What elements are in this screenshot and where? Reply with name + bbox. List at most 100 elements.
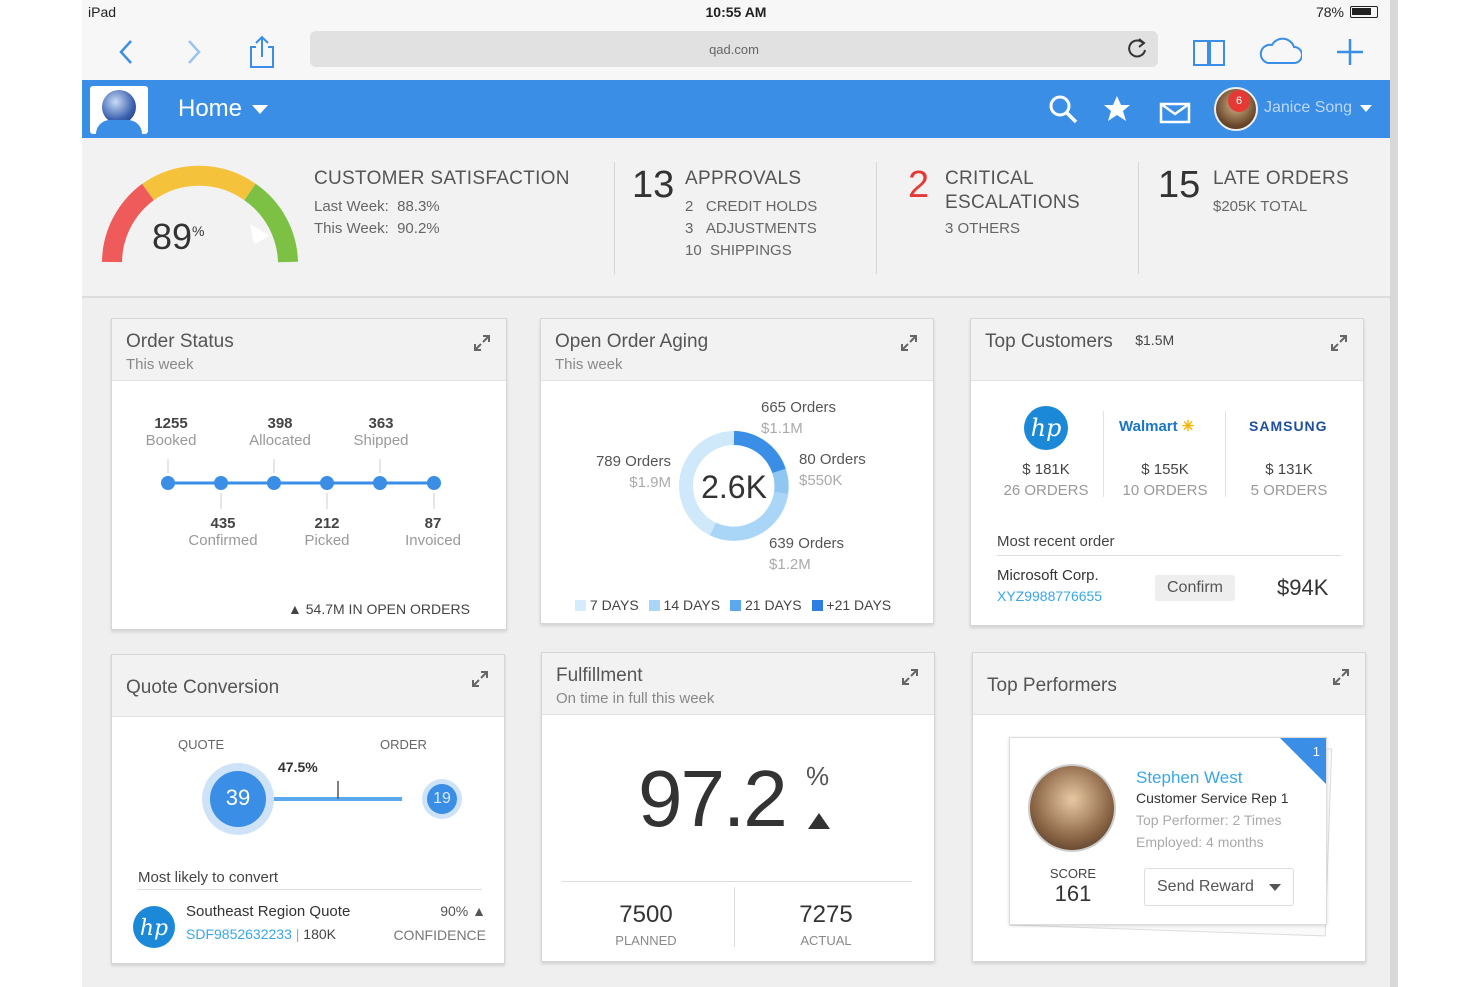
expand-icon (472, 671, 488, 687)
escalations-details: CRITICAL ESCALATIONS 3 OTHERS (945, 168, 1080, 240)
customer-hp[interactable]: $ 181K 26 ORDERS (1003, 461, 1089, 499)
customer-samsung[interactable]: $ 131K 5 ORDERS (1250, 461, 1328, 499)
card-subtitle: This week (126, 356, 194, 373)
user-menu[interactable]: Janice Song (1264, 99, 1373, 117)
divider (876, 162, 877, 274)
approval-item: 3 ADJUSTMENTS (685, 220, 817, 237)
customers-total: $1.5M (1135, 332, 1175, 348)
performer-name-link[interactable]: Stephen West (1136, 768, 1243, 787)
stage-picked: 212 Picked (304, 515, 350, 549)
notification-badge: 6 (1228, 90, 1250, 112)
conversion-rate: 47.5% (278, 759, 318, 775)
ipad-screen: iPad 10:55 AM 78% qad.com (82, 0, 1398, 987)
device-label: iPad (88, 4, 117, 20)
open-orders-total: ▲ 54.7M IN OPEN ORDERS (288, 601, 470, 617)
reload-button[interactable] (1126, 36, 1148, 63)
recent-order: Microsoft Corp. XYZ9988776655 (997, 567, 1103, 604)
approvals-block[interactable]: 13 (632, 164, 674, 207)
escalations-block[interactable]: 2 (908, 164, 929, 207)
walmart-logo: Walmart ✳ (1119, 418, 1195, 435)
confirm-button[interactable]: Confirm (1155, 575, 1236, 601)
last-week-value: 88.3% (397, 198, 440, 215)
legend-item: +21 DAYS (811, 597, 891, 613)
recent-order-amount: $94K (1277, 575, 1329, 600)
performer-card[interactable]: 1 SCORE 161 Stephen West Customer Servic… (1009, 737, 1327, 925)
stage-booked: 1255 Booked (145, 415, 197, 449)
home-menu-label: Home (178, 95, 243, 122)
svg-text:hp: hp (140, 916, 168, 941)
divider (1138, 162, 1139, 274)
recent-order-id-link[interactable]: XYZ9988776655 (997, 588, 1103, 604)
rank-number: 1 (1312, 744, 1320, 759)
forward-chevron-icon (188, 40, 201, 64)
expand-button[interactable] (900, 667, 920, 692)
fulfillment-card: Fulfillment On time in full this week 97… (541, 652, 935, 962)
quotes-count: 39 (225, 785, 251, 810)
performer-avatar (1028, 764, 1116, 852)
expand-button[interactable] (1331, 667, 1351, 692)
expand-icon (1331, 335, 1347, 351)
new-tab-button[interactable] (1328, 30, 1372, 74)
order-label: ORDER (380, 737, 427, 752)
favorites-button[interactable] (1100, 92, 1134, 126)
actual-metric: 7275 ACTUAL (799, 901, 853, 948)
fulfillment-value: 97.2 (638, 754, 788, 843)
gauge-arc-icon (102, 165, 298, 263)
home-menu[interactable]: Home (178, 95, 269, 123)
fulfillment-unit: % (806, 761, 830, 791)
address-bar[interactable]: qad.com (310, 31, 1158, 67)
battery-status: 78% (1316, 4, 1378, 20)
hp-logo-text: hp (1031, 414, 1062, 442)
late-orders-block[interactable]: 15 (1158, 164, 1200, 207)
search-button[interactable] (1046, 92, 1080, 126)
inbox-button[interactable] (1158, 92, 1192, 126)
segment-label: 789 Orders $1.9M (595, 453, 671, 491)
star-icon (1104, 96, 1130, 121)
legend-item: 14 DAYS (648, 597, 720, 613)
satisfaction-value: 89% (152, 216, 205, 257)
satisfaction-gauge: 89% (100, 162, 300, 272)
chevron-down-icon (1269, 883, 1281, 891)
bookmarks-button[interactable] (1188, 30, 1232, 74)
app-logo[interactable] (90, 86, 148, 134)
escalations-count: 2 (908, 164, 930, 206)
expand-button[interactable] (1329, 333, 1349, 358)
url-text: qad.com (709, 41, 759, 57)
approvals-title: APPROVALS (685, 168, 802, 189)
customer-walmart[interactable]: $ 155K 10 ORDERS (1122, 461, 1208, 499)
cloud-icon (1259, 37, 1302, 64)
icloud-tabs-button[interactable] (1258, 30, 1302, 74)
segment-label: 639 Orders $1.2M (769, 535, 845, 573)
logo-orb-icon (102, 90, 136, 124)
reload-icon (1128, 38, 1146, 58)
send-reward-dropdown[interactable]: Send Reward (1144, 868, 1294, 906)
forward-button[interactable] (172, 30, 216, 74)
quote-conversion-card: Quote Conversion QUOTE ORDER 47.5% 39 19… (111, 654, 505, 964)
expand-button[interactable] (472, 333, 492, 358)
open-order-aging-card: Open Order Aging This week 2.6K 665 Orde… (540, 318, 934, 624)
aging-total: 2.6K (701, 469, 767, 505)
escalations-others: 3 OTHERS (945, 220, 1021, 237)
quote-item[interactable]: Southeast Region Quote SDF9852632233 | 1… (186, 903, 351, 942)
quote-id-link[interactable]: SDF9852632233 (186, 926, 292, 942)
expand-button[interactable] (470, 669, 490, 694)
performer-score: SCORE 161 (1049, 866, 1097, 906)
share-button[interactable] (240, 30, 284, 74)
conversion-chart (202, 763, 462, 835)
chevron-down-icon (1360, 104, 1373, 112)
aging-donut (679, 431, 789, 541)
aging-legend: 7 DAYS 14 DAYS 21 DAYS +21 DAYS (575, 597, 891, 613)
segment-label: 665 Orders $1.1M (761, 399, 837, 437)
back-button[interactable] (104, 30, 148, 74)
browser-toolbar: qad.com (82, 24, 1390, 80)
quote-label: QUOTE (178, 737, 225, 752)
plus-icon (1337, 39, 1363, 65)
orders-count: 19 (433, 790, 451, 807)
segment-over-21-days (772, 468, 789, 494)
expand-button[interactable] (899, 333, 919, 358)
top-performers-card: Top Performers 1 SCORE 161 Stephen West … (972, 652, 1366, 962)
divider (614, 162, 615, 274)
kpi-strip: 89% CUSTOMER SATISFACTION Last Week: 88.… (82, 138, 1390, 298)
expand-icon (902, 669, 918, 685)
trend-up-icon (808, 813, 830, 829)
